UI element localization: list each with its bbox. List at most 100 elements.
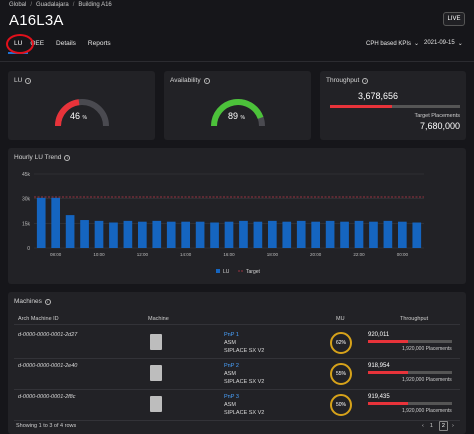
machine-icon xyxy=(150,334,162,350)
info-icon[interactable]: i xyxy=(362,77,369,84)
chevron-down-icon: ⌄ xyxy=(414,41,420,47)
trend-bar xyxy=(282,221,292,248)
machine-brand: ASM xyxy=(224,340,236,346)
trend-bar xyxy=(239,220,248,248)
legend-target-label: Target xyxy=(246,269,261,275)
availability-card-title: Availability xyxy=(170,77,201,84)
y-tick-label: 45k xyxy=(22,172,31,178)
header-divider xyxy=(14,324,460,325)
trend-bar xyxy=(210,222,219,248)
trend-bar xyxy=(36,197,46,248)
throughput-row-value: 919,435 xyxy=(368,394,390,400)
trend-bar xyxy=(354,220,364,248)
trend-bar xyxy=(311,221,320,248)
lu-value: 46 % xyxy=(70,111,87,121)
throughput-progress xyxy=(330,105,460,108)
hourly-lu-chart: 45k 30k 15k 0 08:00 10:00 12:00 14:00 16:00 18:00… xyxy=(22,172,424,275)
breadcrumb-guadalajara[interactable]: Guadalajara xyxy=(36,2,69,8)
trend-bar xyxy=(152,220,162,248)
lu-gauge xyxy=(55,99,109,127)
lu-value-number: 46 xyxy=(70,111,81,121)
row-divider xyxy=(14,389,460,390)
table-row[interactable]: d-0000-0000-0001-2d27 PnP 1 ASM SIPLACE SX … xyxy=(8,328,466,359)
table-row[interactable]: d-0000-0000-0001-2f8c PnP 3 ASM SIPLACE SX … xyxy=(8,390,466,421)
prev-page-icon[interactable]: ‹ xyxy=(422,423,424,429)
lu-card-title: LU xyxy=(14,77,23,84)
trend-bar xyxy=(224,221,234,248)
throughput-row-placements: 1,920,000 Placements xyxy=(402,346,452,352)
throughput-value: 3,678,656 xyxy=(358,91,399,101)
availability-card: Availability i 89 % xyxy=(164,71,311,140)
x-tick-label: 00:00 xyxy=(397,252,409,257)
kpi-select[interactable]: CPH based KPIs ⌄ xyxy=(366,40,420,48)
availability-value: 89 % xyxy=(228,111,245,121)
page-1-button[interactable]: 1 xyxy=(429,423,433,429)
info-icon[interactable]: i xyxy=(25,77,32,84)
row-divider xyxy=(14,358,460,359)
throughput-row-placements: 1,920,000 Placements xyxy=(402,377,452,383)
trend-bar xyxy=(296,220,306,248)
hourly-lu-trend-card: Hourly LU Trend i 45k 30k 15k 0 08:00 10:00 12… xyxy=(8,148,466,284)
pnp-link[interactable]: PnP 3 xyxy=(224,394,239,400)
mu-indicator: 50% xyxy=(330,394,352,416)
trend-bar xyxy=(138,221,147,248)
row-divider xyxy=(14,420,460,421)
target-placements-label: Target Placements xyxy=(414,113,460,119)
gauge-fill xyxy=(55,99,80,127)
header-machine[interactable]: Machine xyxy=(148,316,169,322)
machine-model: SIPLACE SX V2 xyxy=(224,410,265,416)
pnp-link[interactable]: PnP 1 xyxy=(224,332,239,338)
date-picker[interactable]: 2021-09-15 ⌄ xyxy=(424,40,463,47)
throughput-row-progress xyxy=(368,371,452,374)
throughput-row-progress xyxy=(368,402,452,405)
date-value: 2021-09-15 xyxy=(424,40,455,46)
trend-bar xyxy=(51,197,60,248)
arch-machine-id: d-0000-0000-0001-2d27 xyxy=(18,332,78,338)
tab-reports[interactable]: Reports xyxy=(87,40,111,47)
table-row[interactable]: d-0000-0000-0001-2e40 PnP 2 ASM SIPLACE SX … xyxy=(8,359,466,390)
header-arch-machine-id[interactable]: Arch Machine ID xyxy=(18,316,59,322)
info-icon[interactable]: i xyxy=(44,298,51,305)
gauge-fill xyxy=(211,99,264,127)
machines-card: Machines i Arch Machine ID Machine MU Th… xyxy=(8,292,466,434)
info-icon[interactable]: i xyxy=(203,77,210,84)
tab-details[interactable]: Details xyxy=(56,40,76,47)
legend-lu-swatch xyxy=(216,269,220,273)
arch-machine-id: d-0000-0000-0001-2f8c xyxy=(18,394,76,400)
highlight-annotation xyxy=(6,34,34,54)
header-mu[interactable]: MU xyxy=(336,316,345,322)
throughput-row-value: 918,954 xyxy=(368,363,390,369)
trend-bar xyxy=(80,220,89,248)
x-tick-label: 12:00 xyxy=(137,252,149,257)
breadcrumb-global[interactable]: Global xyxy=(9,2,27,8)
machine-brand: ASM xyxy=(224,371,236,377)
tab-oee[interactable]: OEE xyxy=(30,40,45,47)
trend-bar xyxy=(268,220,277,248)
trend-bar xyxy=(398,221,407,248)
availability-value-number: 89 xyxy=(228,111,239,121)
pagination: ‹ 1 2 › xyxy=(422,421,454,431)
header-divider xyxy=(0,61,474,62)
mu-value: 55% xyxy=(335,371,346,377)
throughput-progress-fill xyxy=(330,105,393,108)
info-icon[interactable]: i xyxy=(64,154,71,161)
x-tick-label: 16:00 xyxy=(223,252,235,257)
pnp-link[interactable]: PnP 2 xyxy=(224,363,239,369)
trend-bar xyxy=(412,222,422,248)
pagination-info: Showing 1 to 3 of 4 rows xyxy=(16,423,77,429)
live-button[interactable]: LIVE xyxy=(443,12,465,26)
machine-model: SIPLACE SX V2 xyxy=(224,379,265,385)
throughput-card-title: Throughput xyxy=(326,77,360,84)
trend-bar xyxy=(65,215,75,248)
page-title: A16L3A xyxy=(9,12,64,29)
page-2-button[interactable]: 2 xyxy=(438,421,448,431)
x-tick-label: 10:00 xyxy=(93,252,105,257)
trend-bar xyxy=(325,220,335,248)
header-throughput[interactable]: Throughput xyxy=(400,316,429,322)
mu-value: 50% xyxy=(335,402,346,408)
trend-bar xyxy=(166,221,176,248)
mu-value: 62% xyxy=(335,340,346,346)
breadcrumb-building[interactable]: Building A16 xyxy=(78,2,112,8)
availability-gauge xyxy=(211,99,265,127)
next-page-icon[interactable]: › xyxy=(451,423,454,429)
